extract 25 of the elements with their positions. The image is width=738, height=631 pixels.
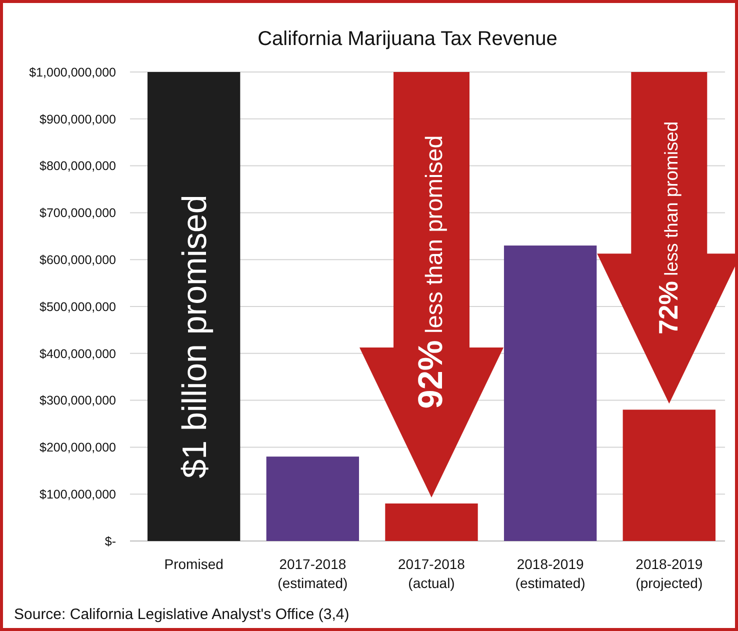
y-tick-label: $600,000,000: [40, 252, 116, 267]
bar: [385, 503, 478, 541]
x-tick-label: 2017-2018 (estimated): [278, 556, 348, 591]
bar: [622, 410, 716, 541]
chart-title: California Marijuana Tax Revenue: [258, 28, 558, 50]
y-tick-label: $700,000,000: [40, 206, 116, 220]
annotation: 72% less than promised: [653, 121, 684, 334]
bar: [266, 456, 360, 541]
y-tick-label: $500,000,000: [40, 300, 116, 314]
y-tick-label: $300,000,000: [40, 394, 116, 408]
y-tick-label: $900,000,000: [40, 112, 116, 126]
y-tick-label: $400,000,000: [40, 346, 116, 361]
x-tick-label: 2018-2019 (projected): [636, 556, 703, 591]
x-tick-label: Promised: [164, 556, 224, 572]
annotation: 92% less than promised: [412, 135, 450, 409]
y-tick-label: $-: [104, 534, 116, 548]
x-tick-label: 2017-2018 (actual): [398, 556, 466, 591]
y-tick-label: $1,000,000,000: [29, 65, 116, 80]
x-tick-label: 2018-2019 (estimated): [515, 556, 586, 591]
source-note: Source: California Legislative Analyst's Office (3,4): [14, 606, 350, 623]
y-tick-label: $200,000,000: [40, 440, 116, 455]
annotation: $1 billion promised: [176, 194, 214, 478]
y-tick-label: $100,000,000: [40, 487, 116, 502]
y-tick-label: $800,000,000: [40, 159, 116, 174]
bar: [148, 72, 240, 541]
